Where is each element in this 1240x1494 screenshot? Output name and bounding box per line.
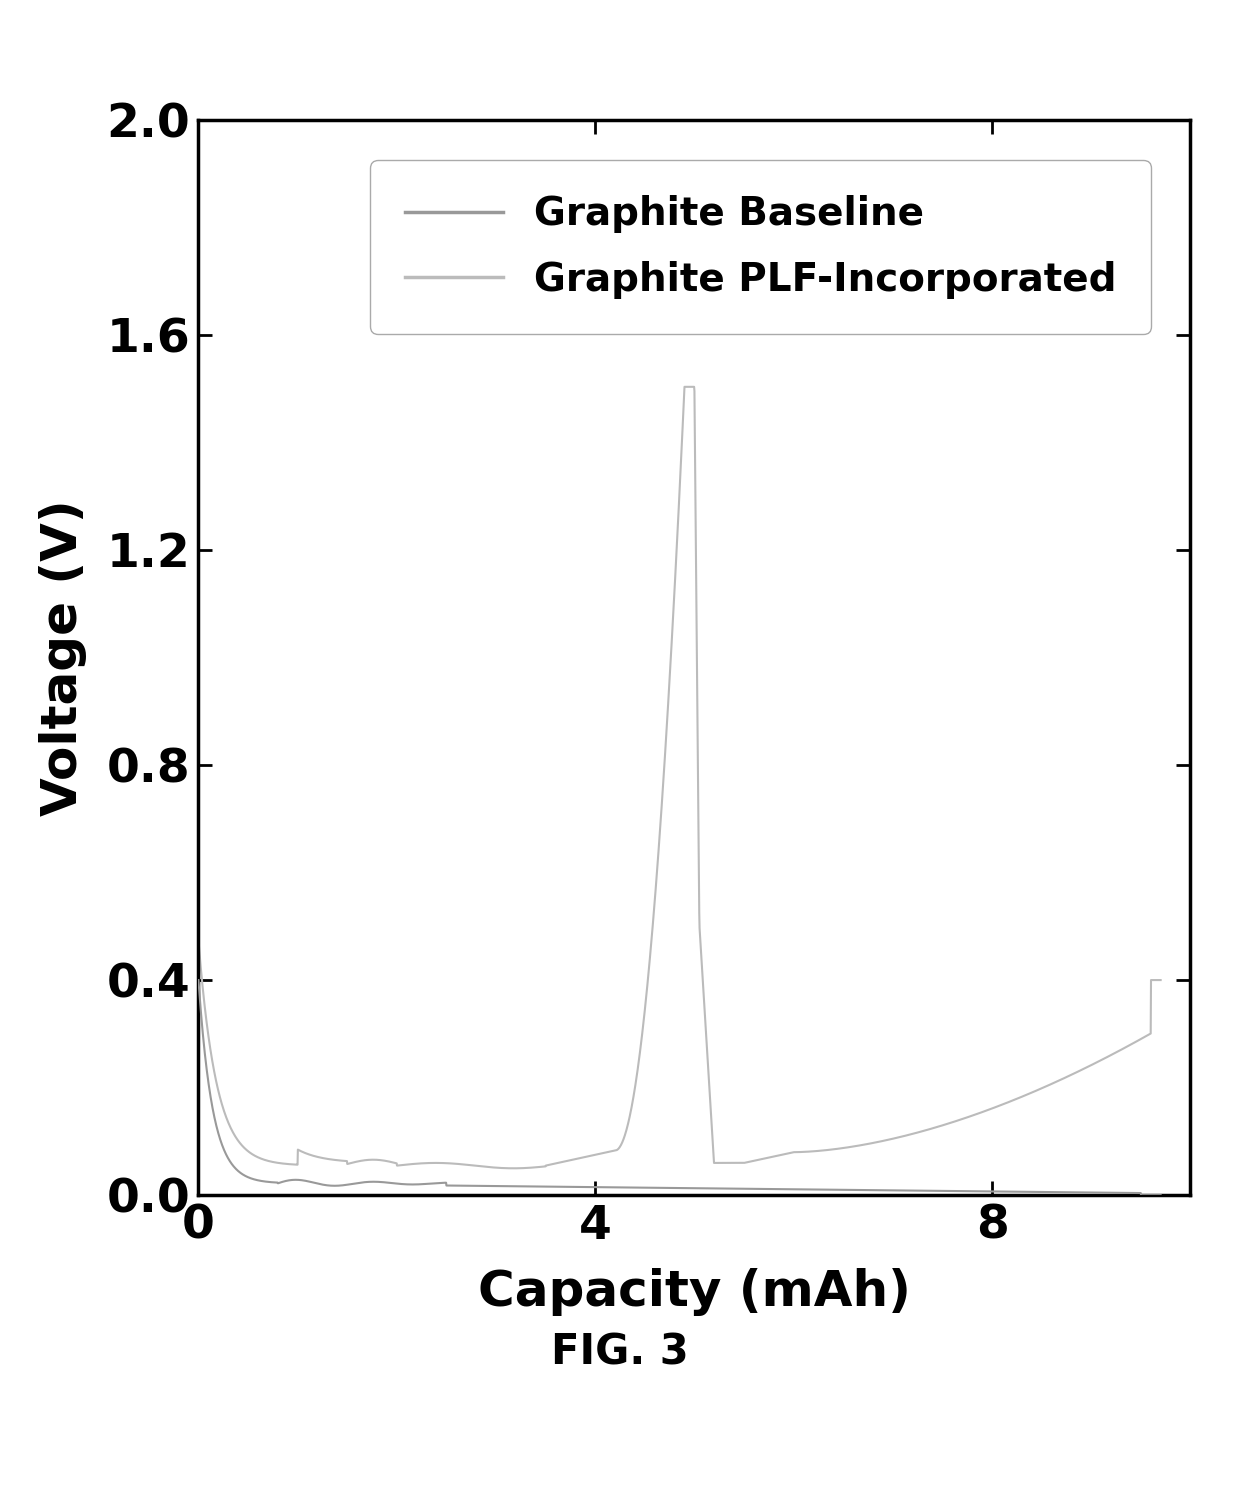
X-axis label: Capacity (mAh): Capacity (mAh): [477, 1268, 911, 1316]
Legend: Graphite Baseline, Graphite PLF-Incorporated: Graphite Baseline, Graphite PLF-Incorpor…: [371, 160, 1151, 333]
Text: FIG. 3: FIG. 3: [551, 1331, 689, 1373]
Y-axis label: Voltage (V): Voltage (V): [38, 499, 87, 816]
